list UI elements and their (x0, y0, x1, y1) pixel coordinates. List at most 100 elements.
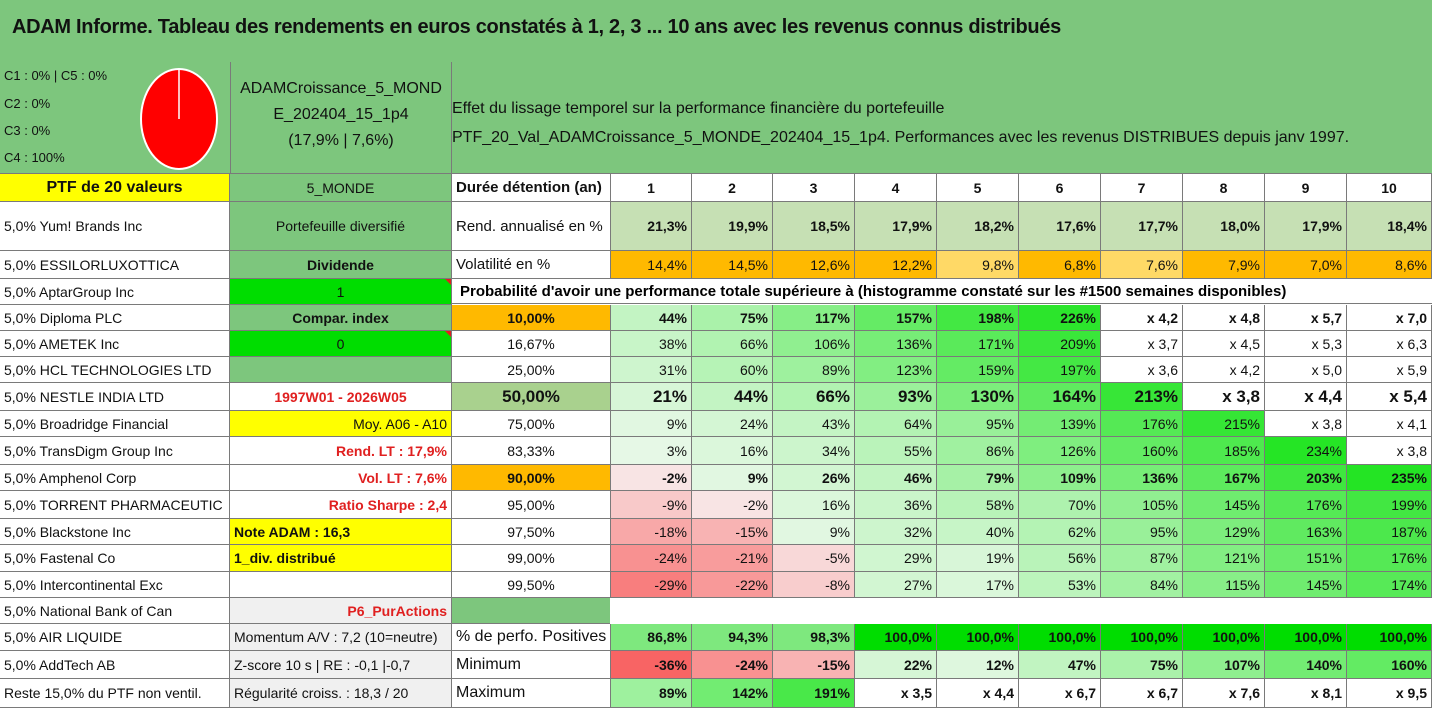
vol-value: 7,6% (1101, 251, 1183, 279)
rend-value: 19,9% (692, 202, 773, 251)
prob-value: x 6,3 (1347, 331, 1432, 357)
maximum-value: x 6,7 (1101, 679, 1183, 708)
holding-row: 5,0% NESTLE INDIA LTD (0, 383, 230, 411)
prob-value: x 5,0 (1265, 357, 1347, 383)
rend-value: 17,7% (1101, 202, 1183, 251)
prob-value: 126% (1019, 437, 1101, 465)
compar-index-cell: Compar. index (230, 305, 452, 331)
minimum-value: -24% (692, 651, 773, 679)
momentum-cell: Momentum A/V : 7,2 (10=neutre) (230, 624, 452, 651)
prob-value: 213% (1101, 383, 1183, 411)
rend-value: 17,6% (1019, 202, 1101, 251)
prob-level: 75,00% (452, 411, 611, 437)
prob-value: x 4,1 (1347, 411, 1432, 437)
maximum-value: x 3,5 (855, 679, 937, 708)
effet-line-1: Effet du lissage temporel sur la perform… (452, 100, 945, 117)
prob-value: 16% (692, 437, 773, 465)
maximum-value: x 4,4 (937, 679, 1019, 708)
holding-row: 5,0% ESSILORLUXOTTICA (0, 251, 230, 279)
year-header: 8 (1183, 174, 1265, 202)
prob-value: 93% (855, 383, 937, 411)
holding-row: 5,0% Amphenol Corp (0, 465, 230, 491)
holding-row: 5,0% AptarGroup Inc (0, 279, 230, 305)
year-header: 9 (1265, 174, 1347, 202)
prob-value: x 3,8 (1347, 437, 1432, 465)
report-title: ADAM Informe. Tableau des rendements en … (12, 16, 1061, 38)
probability-header: Probabilité d'avoir une performance tota… (452, 279, 1432, 304)
year-header: 3 (773, 174, 855, 202)
prob-value: 64% (855, 411, 937, 437)
rend-value: 17,9% (1265, 202, 1347, 251)
prob-value: x 7,0 (1347, 305, 1432, 331)
prob-value: 159% (937, 357, 1019, 383)
zscore-cell: Z-score 10 s | RE : -0,1 |-0,7 (230, 651, 452, 679)
prob-value: 115% (1183, 572, 1265, 598)
prob-value: 24% (692, 411, 773, 437)
prob-value: 3% (611, 437, 692, 465)
rend-value: 17,9% (855, 202, 937, 251)
prob-level: 16,67% (452, 331, 611, 357)
prob-value: 40% (937, 519, 1019, 545)
prob-value: 34% (773, 437, 855, 465)
prob-value: 109% (1019, 465, 1101, 491)
indicator-zero-cell: 0 (230, 331, 452, 357)
prob-value: -8% (773, 572, 855, 598)
holding-row: 5,0% TORRENT PHARMACEUTIC (0, 491, 230, 519)
prob-value: 157% (855, 305, 937, 331)
prob-value: 203% (1265, 465, 1347, 491)
indicator-one-cell: 1 (230, 279, 452, 305)
maximum-value: 191% (773, 679, 855, 708)
prob-value: 226% (1019, 305, 1101, 331)
minimum-value: 107% (1183, 651, 1265, 679)
prob-value: 43% (773, 411, 855, 437)
maximum-value: x 9,5 (1347, 679, 1432, 708)
prob-value: -21% (692, 545, 773, 572)
prob-value: 176% (1101, 411, 1183, 437)
vol-value: 12,2% (855, 251, 937, 279)
prob-value: 160% (1101, 437, 1183, 465)
prob-value: 66% (692, 331, 773, 357)
prob-value: 176% (1347, 545, 1432, 572)
minimum-value: -36% (611, 651, 692, 679)
rend-value: 18,4% (1347, 202, 1432, 251)
prob-value: 89% (773, 357, 855, 383)
prob-level: 90,00% (452, 465, 611, 491)
header-band (0, 62, 1432, 174)
vol-value: 7,9% (1183, 251, 1265, 279)
maximum-label: Maximum (452, 679, 611, 708)
prob-value: 19% (937, 545, 1019, 572)
prob-value: 209% (1019, 331, 1101, 357)
prob-value: 105% (1101, 491, 1183, 519)
prob-value: x 5,4 (1347, 383, 1432, 411)
prob-value: 46% (855, 465, 937, 491)
rend-value: 18,2% (937, 202, 1019, 251)
dividend-cell: Dividende (230, 251, 452, 279)
vol-value: 12,6% (773, 251, 855, 279)
prob-value: 129% (1183, 519, 1265, 545)
prob-level: 83,33% (452, 437, 611, 465)
year-header: 10 (1347, 174, 1432, 202)
prob-level: 99,50% (452, 572, 611, 598)
rend-value: 21,3% (611, 202, 692, 251)
prob-value: 136% (1101, 465, 1183, 491)
prob-value: x 3,6 (1101, 357, 1183, 383)
empty-cell (230, 572, 452, 598)
holding-row: 5,0% AMETEK Inc (0, 331, 230, 357)
prob-value: x 4,4 (1265, 383, 1347, 411)
prob-value: 187% (1347, 519, 1432, 545)
vol-value: 6,8% (1019, 251, 1101, 279)
prob-value: 87% (1101, 545, 1183, 572)
prob-value: 106% (773, 331, 855, 357)
prob-value: x 3,8 (1183, 383, 1265, 411)
maximum-value: x 7,6 (1183, 679, 1265, 708)
vol-value: 9,8% (937, 251, 1019, 279)
prob-value: 31% (611, 357, 692, 383)
vol-value: 14,4% (611, 251, 692, 279)
year-header: 1 (611, 174, 692, 202)
legend-line-1: C1 : 0% | C5 : 0% (4, 68, 108, 83)
prob-value: 176% (1265, 491, 1347, 519)
year-header: 4 (855, 174, 937, 202)
year-header: 6 (1019, 174, 1101, 202)
prob-value: 62% (1019, 519, 1101, 545)
positives-value: 94,3% (692, 624, 773, 651)
